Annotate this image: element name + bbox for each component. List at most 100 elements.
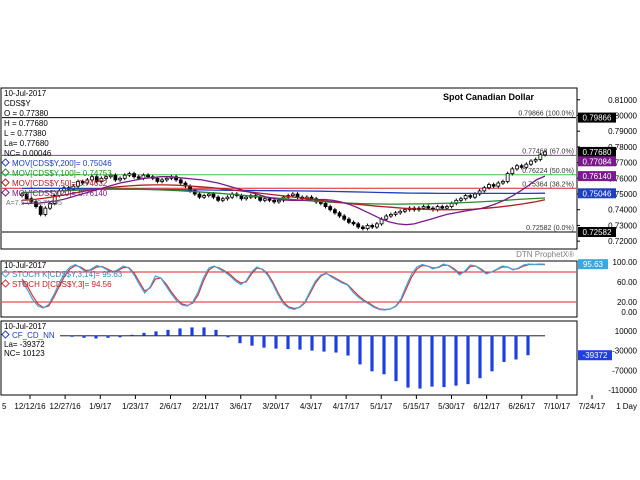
candle-body xyxy=(533,159,538,162)
candle-body xyxy=(24,193,29,200)
x-tick-label: 5/30/17 xyxy=(438,402,465,411)
stoch-d-legend-marker xyxy=(1,279,10,288)
cot-bar xyxy=(154,331,158,336)
candle-body xyxy=(202,195,207,198)
cot-bar xyxy=(514,335,518,360)
x-tick-label: 5/1/17 xyxy=(370,402,393,411)
candle-body xyxy=(76,181,80,187)
ma200-legend-marker xyxy=(1,158,10,167)
cot-bar xyxy=(250,335,254,346)
candle-body xyxy=(108,174,113,178)
cot-date: 10-Jul-2017 xyxy=(4,322,47,331)
cot-bar xyxy=(394,335,398,382)
candle-body xyxy=(374,223,379,228)
x-tick-label: 5/15/17 xyxy=(403,402,430,411)
price-badge-label: 0.76140 xyxy=(583,172,612,181)
candle-body xyxy=(356,223,361,228)
volume-legend: A=7.5 V= 0.71195 xyxy=(6,200,62,207)
candle-body xyxy=(519,165,524,168)
cot-bar xyxy=(226,335,230,338)
x-tick-label: 12/12/16 xyxy=(14,402,46,411)
candle-body xyxy=(244,196,249,200)
cot-bar xyxy=(442,335,446,388)
candle-body xyxy=(468,195,473,198)
candle-body xyxy=(473,193,477,198)
candle-body xyxy=(43,207,48,215)
candle-body xyxy=(491,184,496,187)
price-tick-label: 0.73000 xyxy=(608,221,637,230)
ma200-legend: MOV[CDS$Y,200]= 0.75046 xyxy=(12,159,112,168)
price-tick-label: 0.75000 xyxy=(608,190,637,199)
cot-bar xyxy=(370,335,374,372)
fib-label: 0.72582 (0.0%) xyxy=(526,225,574,232)
cot-legend-marker xyxy=(1,330,10,339)
candle-body xyxy=(38,206,43,215)
candle-body xyxy=(370,225,375,228)
x-tick-label: 12/27/16 xyxy=(50,402,82,411)
candle-body xyxy=(505,173,510,182)
candle-body xyxy=(192,190,197,195)
candle-body xyxy=(34,201,38,207)
candle-body xyxy=(118,177,122,181)
cot-bar xyxy=(130,334,134,336)
candle-body xyxy=(258,196,263,201)
x-axis-left-label: 5 xyxy=(2,402,7,411)
candle-body xyxy=(365,225,370,229)
price-tick-label: 0.74000 xyxy=(608,206,637,215)
candle-body xyxy=(543,151,547,156)
cot-panel: 10000 -30000 -70000 -110000 -39372 xyxy=(60,327,638,395)
ohlc-net-change: NC= 0.00046 xyxy=(4,149,52,158)
stochastic-panel: 100.00 60.00 20.000.00 95.63 xyxy=(2,258,638,317)
cot-tick-label: -70000 xyxy=(612,366,637,375)
cot-bar xyxy=(82,335,86,338)
candle-body xyxy=(146,174,150,178)
candle-body xyxy=(515,165,519,170)
candle-body xyxy=(440,206,445,209)
candle-body xyxy=(403,209,407,212)
price-badge-label: 0.72582 xyxy=(583,228,612,237)
x-axis: 12/12/16 12/27/16 1/9/17 1/23/17 2/6/17 2/21/… xyxy=(2,395,637,411)
stoch-d-legend: STOCH D[CDS$Y,3]= 94.56 xyxy=(12,280,112,289)
cot-bar xyxy=(166,329,170,336)
candle-body xyxy=(482,187,487,192)
price-badge xyxy=(578,171,616,182)
ma20-line xyxy=(22,175,546,226)
candle-body xyxy=(220,198,225,201)
cot-bar xyxy=(418,335,422,389)
fib-label: 0.76224 (50.0%) xyxy=(522,168,574,175)
candle-body xyxy=(164,177,169,181)
candle-body xyxy=(262,198,267,201)
candle-body xyxy=(122,174,127,179)
stoch-date: 10-Jul-2017 xyxy=(4,261,47,270)
x-tick-label: 6/12/17 xyxy=(473,402,500,411)
candle-body xyxy=(85,179,90,184)
ohlc-open: O = 0.77380 xyxy=(4,109,49,118)
ma20-legend-marker xyxy=(1,188,10,197)
cot-bar xyxy=(502,335,506,362)
ma50-legend: MOV[CDS$Y,50]= 0.74632 xyxy=(12,179,108,188)
candle-body xyxy=(216,196,221,201)
candle-body xyxy=(496,182,501,187)
x-tick-label: 3/20/17 xyxy=(263,402,290,411)
stoch-k-legend-marker xyxy=(1,269,10,278)
cot-bar xyxy=(478,335,482,379)
candle-body xyxy=(267,198,272,201)
price-tick-label: 0.81000 xyxy=(608,96,637,105)
candle-body xyxy=(197,193,202,198)
candle-body xyxy=(132,173,136,178)
cot-bar xyxy=(94,335,98,339)
stoch-tick-label: 100.00 xyxy=(613,258,638,267)
stochastic-panel-frame xyxy=(0,260,578,318)
candle-body xyxy=(449,203,454,207)
candle-body xyxy=(337,212,342,217)
ma100-legend-marker xyxy=(1,168,10,177)
candle-body xyxy=(94,176,99,182)
ohlc-low: L = 0.77380 xyxy=(4,129,47,138)
cot-bar xyxy=(202,327,206,336)
stoch-badge-label: 95.63 xyxy=(583,260,604,269)
candle-body xyxy=(538,154,543,160)
ma100-legend: MOV[CDS$Y,100]= 0.74753 xyxy=(12,169,112,178)
candle-body xyxy=(211,193,216,198)
cot-bar xyxy=(106,335,110,338)
ma50-legend-marker xyxy=(1,178,10,187)
